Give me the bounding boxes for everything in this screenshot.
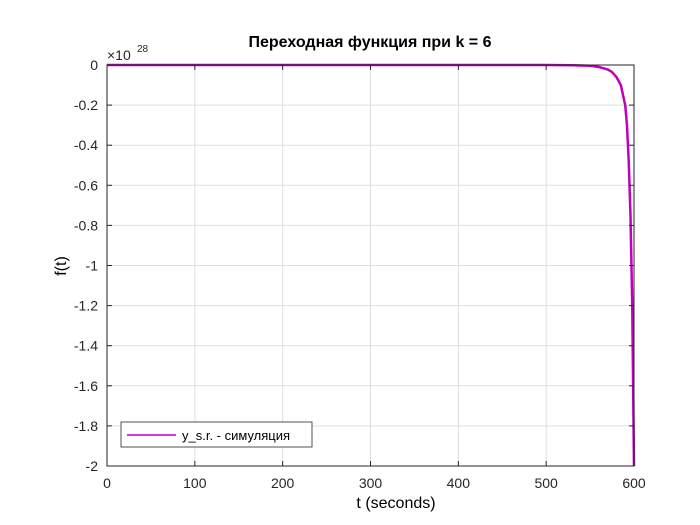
- x-tick-label: 500: [534, 475, 558, 491]
- y-axis-title: f(t): [53, 256, 70, 276]
- y-tick-label: -1.6: [74, 378, 98, 394]
- y-exponent-power: 28: [137, 44, 149, 55]
- y-tick-label: -0.4: [74, 137, 98, 153]
- chart-title: Переходная функция при k = 6: [249, 34, 492, 51]
- legend: y_s.r. - симуляция: [120, 421, 313, 448]
- y-tick-label: -1: [86, 258, 99, 274]
- y-tick-label: -0.6: [74, 177, 98, 193]
- y-tick-label: -1.2: [74, 298, 98, 314]
- y-tick-label: -2: [86, 458, 99, 474]
- y-tick-label: -0.8: [74, 217, 98, 233]
- y-tick-label: -0.2: [74, 97, 98, 113]
- y-tick-label: -1.8: [74, 418, 98, 434]
- x-axis-ticks: 0 100 200 300 400 500 600: [103, 65, 646, 491]
- y-axis-ticks: 0 -0.2 -0.4 -0.6 -0.8 -1 -1.2 -1.4 -1.6 -1.8 -2: [74, 57, 634, 474]
- y-exponent-multiplier: ×10: [107, 47, 131, 63]
- x-tick-label: 100: [183, 475, 207, 491]
- x-tick-label: 0: [103, 475, 111, 491]
- legend-label: y_s.r. - симуляция: [182, 428, 290, 443]
- x-tick-label: 300: [359, 475, 383, 491]
- x-tick-label: 200: [271, 475, 295, 491]
- x-tick-label: 400: [447, 475, 471, 491]
- x-tick-label: 600: [622, 475, 646, 491]
- y-tick-label: 0: [90, 57, 98, 73]
- y-tick-label: -1.4: [74, 338, 98, 354]
- x-axis-title: t (seconds): [356, 495, 435, 512]
